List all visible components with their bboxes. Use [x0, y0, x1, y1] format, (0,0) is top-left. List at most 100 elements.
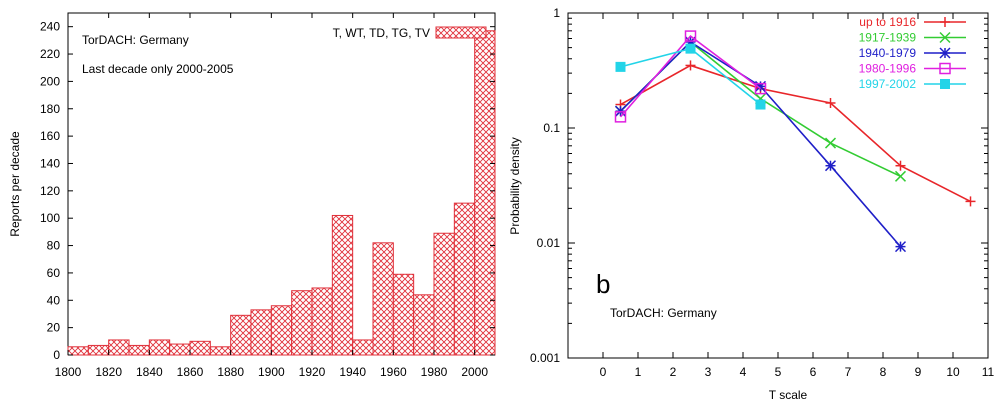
density-x-tick-label: 6: [810, 365, 817, 379]
density-legend-marker: [940, 17, 950, 27]
histogram-bar: [433, 232, 455, 356]
histogram-bar: [311, 287, 333, 356]
histogram-bar: [67, 346, 89, 356]
density-data-point: [824, 137, 837, 149]
histogram-x-tick-label: 1840: [136, 365, 163, 379]
histogram-legend-label: T, WT, TD, TG, TV: [333, 26, 430, 40]
histogram-y-tick-label: 0: [53, 348, 60, 362]
histogram-y-axis: 0 20 40 60 80 100 120 140 160 180 200 220 240: [40, 20, 495, 362]
histogram-legend: T, WT, TD, TG, TV: [333, 26, 487, 40]
histogram-x-tick-label: 1900: [258, 365, 285, 379]
histogram-x-tick-label: 1860: [177, 365, 204, 379]
histogram-x-tick-label: 1980: [421, 365, 448, 379]
density-data-point: [614, 111, 627, 123]
histogram-y-tick-label: 180: [40, 102, 60, 116]
density-legend-label: 1940-1979: [859, 46, 917, 60]
density-series-line: [620, 64, 971, 203]
histogram-y-tick-label: 220: [40, 47, 60, 61]
histogram-bar: [230, 314, 252, 356]
density-legend-marker: [940, 79, 950, 89]
histogram-y-tick-label: 160: [40, 129, 60, 143]
density-y-axis-label: Probability density: [508, 137, 522, 234]
histogram-x-tick-label: 1820: [95, 365, 122, 379]
density-x-axis: 0 1 2 3 4 5 6 7 8 9 10 11: [600, 13, 995, 379]
density-legend-marker: [939, 47, 951, 59]
histogram-bar: [352, 339, 374, 356]
histogram-y-tick-label: 60: [47, 266, 61, 280]
histogram-x-tick-label: 1940: [339, 365, 366, 379]
histogram-y-tick-label: 120: [40, 184, 60, 198]
histogram-x-tick-label: 1800: [55, 365, 82, 379]
histogram-bar: [169, 343, 191, 356]
histogram-annotation-period: Last decade only 2000-2005: [82, 62, 234, 76]
density-data-point: [824, 160, 837, 172]
density-x-tick-label: 2: [670, 365, 677, 379]
density-series: [614, 30, 976, 253]
histogram-bars: [67, 30, 496, 356]
density-legend-label: 1997-2002: [859, 77, 917, 91]
density-legend-label: 1917-1939: [859, 31, 917, 45]
density-legend-marker: [939, 31, 951, 44]
histogram-x-tick-label: 1960: [380, 365, 407, 379]
histogram-bar: [250, 309, 272, 356]
density-data-point: [894, 170, 907, 182]
density-y-tick-label: 0.01: [537, 236, 561, 250]
density-y-tick-label: 0.001: [530, 351, 560, 365]
histogram-bar: [148, 339, 171, 356]
density-x-tick-label: 4: [740, 365, 747, 379]
density-data-point: [754, 82, 767, 95]
density-x-tick-label: 9: [915, 365, 922, 379]
density-data-point: [615, 61, 626, 72]
histogram-x-tick-label: 1880: [217, 365, 244, 379]
histogram-annotation-region: TorDACH: Germany: [82, 33, 189, 47]
histogram-bar: [474, 30, 496, 356]
density-data-point: [684, 30, 697, 42]
density-x-tick-label: 1: [635, 365, 642, 379]
histogram-bar: [372, 242, 394, 356]
density-data-point: [895, 160, 906, 171]
histogram-bar: [453, 202, 476, 356]
histogram-legend-swatch: [435, 26, 487, 39]
histogram-bar: [128, 344, 150, 356]
density-panel-label: b: [596, 269, 610, 299]
histogram-bar: [392, 273, 415, 356]
histogram-bar: [87, 344, 110, 356]
density-y-tick-label: 0.1: [543, 121, 560, 135]
histogram-bar: [331, 214, 354, 356]
density-legend-label: 1980-1996: [859, 62, 917, 76]
density-x-tick-label: 0: [600, 365, 607, 379]
density-x-tick-label: 7: [845, 365, 852, 379]
histogram-x-axis: 1800 1820 1840 1860 1880 1900 1920 1940 1960 1980…: [55, 13, 488, 379]
density-legend-label: up to 1916: [859, 15, 916, 29]
histogram-bar: [189, 340, 211, 356]
density-x-tick-label: 11: [982, 365, 995, 379]
density-series-line: [619, 34, 761, 118]
histogram-y-tick-label: 200: [40, 74, 60, 88]
histogram-y-tick-label: 240: [40, 20, 60, 34]
histogram-y-tick-label: 40: [47, 293, 61, 307]
density-data-point: [755, 99, 766, 110]
density-data-point: [685, 60, 696, 71]
density-legend-marker: [939, 62, 951, 75]
density-data-point: [685, 43, 696, 54]
histogram-bar: [270, 305, 293, 356]
histogram-y-tick-label: 80: [47, 239, 61, 253]
histogram-y-tick-label: 140: [40, 156, 60, 170]
density-annotation-region: TorDACH: Germany: [610, 306, 717, 320]
density-x-tick-label: 8: [880, 365, 887, 379]
density-y-axis: 0.001 0.01 0.1 1: [530, 6, 988, 365]
histogram-x-tick-label: 1920: [299, 365, 326, 379]
density-x-tick-label: 10: [946, 365, 960, 379]
histogram-bar: [291, 290, 313, 356]
histogram-bar: [209, 346, 232, 356]
histogram-y-tick-label: 20: [47, 321, 61, 335]
density-x-axis-label: T scale: [769, 388, 808, 402]
density-panel: 0.001 0.01 0.1 1 0 1 2 3 4 5 6 7 8 9 10 11 up to 1916 1…: [508, 6, 995, 402]
density-data-point: [825, 97, 836, 108]
density-data-point: [894, 241, 907, 253]
histogram-bar: [108, 339, 130, 356]
histogram-y-tick-label: 100: [40, 211, 60, 225]
